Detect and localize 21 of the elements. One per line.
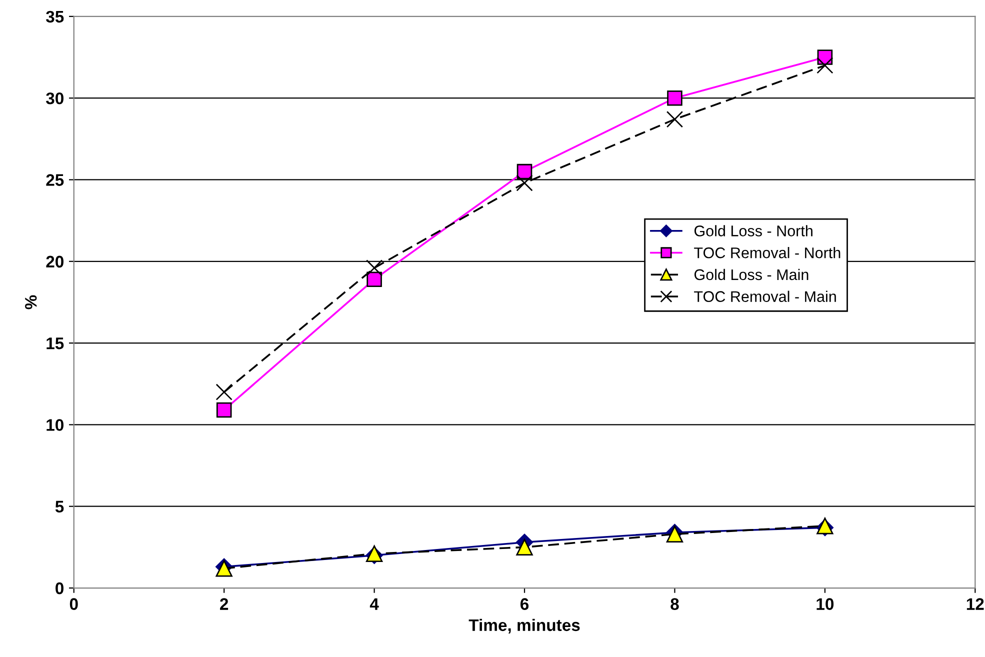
y-tick-label: 0 [56,582,64,594]
x-tick-label: 4 [370,598,379,610]
y-axis-title: % [25,295,37,310]
x-tick-label: 10 [816,598,834,610]
y-tick-label: 15 [46,338,64,350]
y-tick-label: 35 [46,10,64,23]
y-tick-label: 5 [55,500,64,513]
y-tick-label: 20 [46,256,64,268]
x-tick-label: 2 [220,598,228,610]
legend-label: Gold Loss - North [694,225,812,236]
x-tick-label: 6 [520,598,529,610]
legend-label: TOC Removal - North [694,247,840,258]
y-tick-label: 25 [46,174,64,186]
x-tick-label: 12 [966,598,984,610]
legend-label: TOC Removal - Main [694,290,836,302]
legend-label: Gold Loss - Main [694,268,808,280]
y-tick-label: 10 [46,419,64,431]
x-tick-label: 8 [670,598,679,610]
y-tick-label: 30 [46,92,64,104]
x-axis-title: Time, minutes [468,618,580,634]
x-tick-label: 0 [70,598,78,610]
